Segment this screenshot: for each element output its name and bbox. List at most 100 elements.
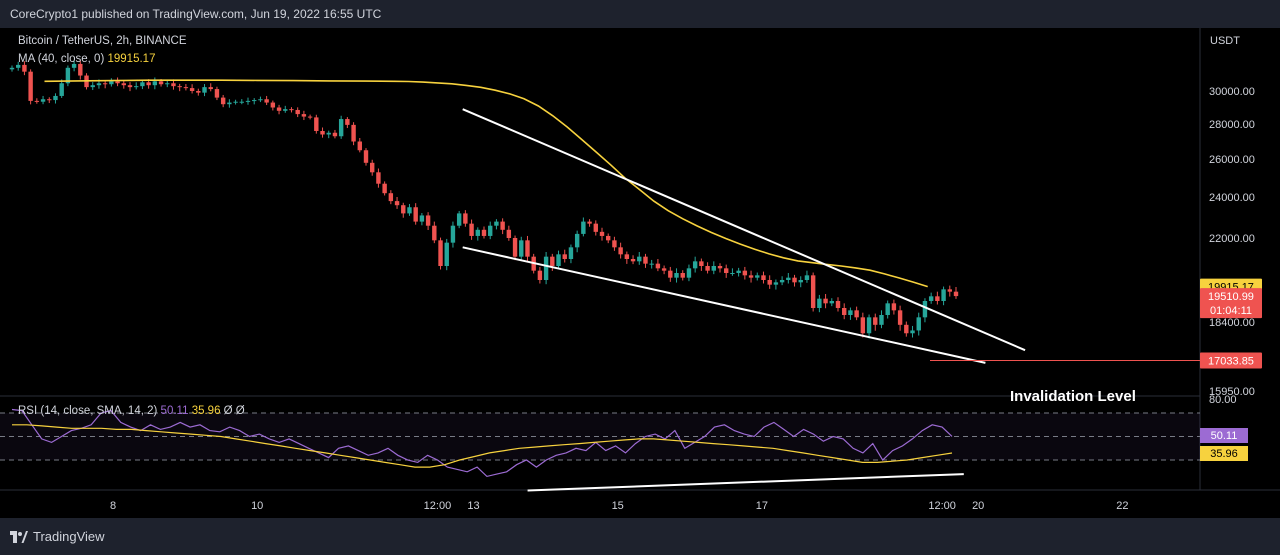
candle — [264, 95, 269, 106]
candle — [810, 272, 816, 312]
candle-body — [922, 301, 928, 318]
time-tick-label: 15 — [612, 500, 624, 512]
candle-body — [109, 81, 114, 85]
candle-body — [593, 223, 598, 232]
candle-body — [705, 266, 710, 271]
candle-body — [9, 67, 15, 70]
candle — [351, 122, 356, 146]
candle — [761, 271, 766, 284]
candle-body — [264, 99, 269, 103]
candle — [779, 276, 785, 286]
rsi-label: RSI (14, close, SMA, 14, 2) — [18, 405, 158, 417]
candle — [363, 148, 369, 166]
candle-body — [301, 114, 307, 117]
candle — [40, 95, 46, 105]
candle-body — [34, 100, 40, 102]
candle-body — [550, 256, 555, 266]
candle-body — [798, 280, 803, 283]
candle-body — [270, 102, 276, 108]
candle-body — [196, 91, 201, 93]
candle-body — [680, 273, 685, 278]
candle-body — [220, 97, 226, 105]
ma-value: 19915.17 — [107, 53, 156, 65]
candle — [469, 219, 474, 240]
candle — [394, 197, 400, 209]
price-axis: USDT 30000.00 28000.00 26000.00 24000.00 2200… — [1200, 35, 1262, 461]
candle — [121, 80, 126, 89]
candle — [637, 252, 642, 265]
candle — [171, 79, 176, 90]
candle-body — [848, 310, 853, 315]
candle — [599, 227, 605, 241]
candle — [134, 82, 139, 90]
candle — [953, 287, 959, 299]
candle-body — [817, 298, 822, 308]
candle-body — [829, 301, 834, 304]
candle — [891, 299, 897, 315]
candle-body — [177, 86, 182, 88]
candle-body — [245, 100, 251, 102]
candle — [916, 312, 921, 336]
candle — [183, 84, 189, 91]
candle-body — [854, 310, 859, 318]
candle — [506, 225, 512, 241]
candle — [661, 265, 667, 275]
candle-body — [668, 270, 673, 278]
candle — [748, 270, 754, 283]
candle-body — [276, 107, 282, 111]
candle — [370, 159, 375, 176]
candle — [655, 259, 661, 272]
candle-body — [606, 235, 611, 241]
candle — [78, 60, 83, 80]
candle — [574, 230, 580, 253]
ma-40-line — [44, 79, 928, 288]
candle-body — [655, 263, 661, 269]
rsi-divergence-line — [527, 473, 964, 492]
candle — [283, 105, 288, 113]
candle — [475, 227, 480, 241]
candle — [543, 252, 549, 285]
tradingview-logo[interactable]: TradingView — [10, 529, 105, 544]
candle — [935, 291, 940, 305]
candle-body — [40, 99, 46, 102]
candle-body — [53, 95, 58, 101]
candle — [326, 130, 331, 139]
candle-body — [382, 183, 387, 194]
legend-rsi: RSI (14, close, SMA, 14, 2) 50.11 35.96 … — [18, 405, 245, 417]
candles — [9, 60, 959, 339]
rsi-pane — [11, 408, 964, 492]
candle — [239, 99, 244, 105]
candle-body — [543, 256, 549, 280]
candle — [481, 226, 487, 239]
rsi-axis-tick: 80.00 — [1209, 394, 1237, 406]
candle-body — [786, 277, 791, 280]
candle — [668, 266, 673, 282]
price-tick-label: 26000.00 — [1209, 154, 1255, 166]
candle — [314, 114, 319, 134]
candle-body — [394, 201, 400, 206]
chart-svg[interactable]: USDT 30000.00 28000.00 26000.00 24000.00 2200… — [0, 28, 1280, 518]
candle-body — [842, 308, 847, 315]
candle — [307, 114, 313, 120]
candle — [568, 244, 574, 264]
candle — [47, 97, 52, 104]
candle-body — [171, 83, 176, 87]
candle-body — [779, 280, 785, 283]
chart-area[interactable]: USDT 30000.00 28000.00 26000.00 24000.00 2200… — [0, 28, 1280, 518]
time-tick-label: 20 — [972, 500, 984, 512]
candle — [755, 272, 760, 281]
candle — [835, 297, 841, 312]
candle-body — [488, 225, 493, 236]
candle — [376, 168, 381, 188]
rsi-value-box — [1200, 428, 1248, 443]
candle-body — [537, 270, 543, 280]
candle — [245, 97, 251, 105]
candle-body — [661, 268, 667, 271]
candle-body — [16, 64, 21, 68]
candle — [401, 202, 406, 218]
candle — [432, 221, 437, 244]
candle-body — [134, 86, 139, 88]
candle — [22, 61, 27, 76]
candle — [270, 100, 276, 111]
candle-body — [767, 280, 772, 285]
